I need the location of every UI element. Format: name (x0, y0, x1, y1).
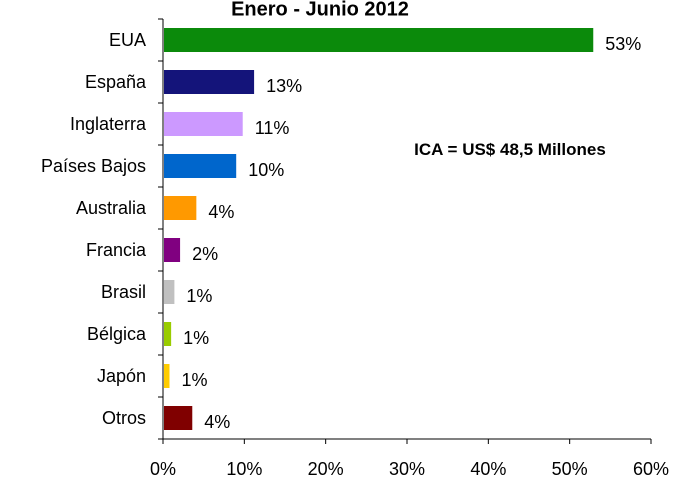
category-label: Japón (97, 366, 146, 386)
category-label: EUA (109, 30, 146, 50)
category-label: Otros (102, 408, 146, 428)
data-label: 10% (248, 160, 284, 180)
x-tick-label: 40% (470, 459, 506, 479)
bar (164, 70, 255, 94)
bar (164, 28, 594, 52)
data-label: 4% (204, 412, 230, 432)
category-label: Países Bajos (41, 156, 146, 176)
x-tick-label: 60% (633, 459, 669, 479)
bar (164, 406, 193, 430)
chart-title: Enero - Junio 2012 (231, 0, 409, 21)
category-label: Inglaterra (70, 114, 147, 134)
x-tick-label: 50% (552, 459, 588, 479)
chart-annotation: ICA = US$ 48,5 Millones (414, 140, 606, 159)
category-label: Brasil (101, 282, 146, 302)
x-tick-label: 0% (150, 459, 176, 479)
data-label: 4% (208, 202, 234, 222)
data-label: 1% (183, 328, 209, 348)
bar (164, 280, 175, 304)
data-label: 11% (255, 118, 290, 138)
data-label: 1% (182, 370, 208, 390)
x-tick-label: 20% (308, 459, 344, 479)
category-label: Bélgica (87, 324, 147, 344)
bar (164, 196, 197, 220)
data-label: 13% (266, 76, 302, 96)
x-tick-label: 30% (389, 459, 425, 479)
bar (164, 364, 170, 388)
bar (164, 112, 243, 136)
category-label: Australia (76, 198, 147, 218)
data-label: 53% (605, 34, 641, 54)
bar (164, 154, 237, 178)
x-tick-label: 10% (226, 459, 262, 479)
data-label: 1% (186, 286, 212, 306)
data-label: 2% (192, 244, 218, 264)
category-label: España (85, 72, 147, 92)
plot-area: 0% 10% 20% 30% 40% 50% 60% EUA 53% España 13% Ingla… (41, 18, 669, 479)
bar (164, 238, 181, 262)
bar (164, 322, 172, 346)
category-label: Francia (86, 240, 147, 260)
